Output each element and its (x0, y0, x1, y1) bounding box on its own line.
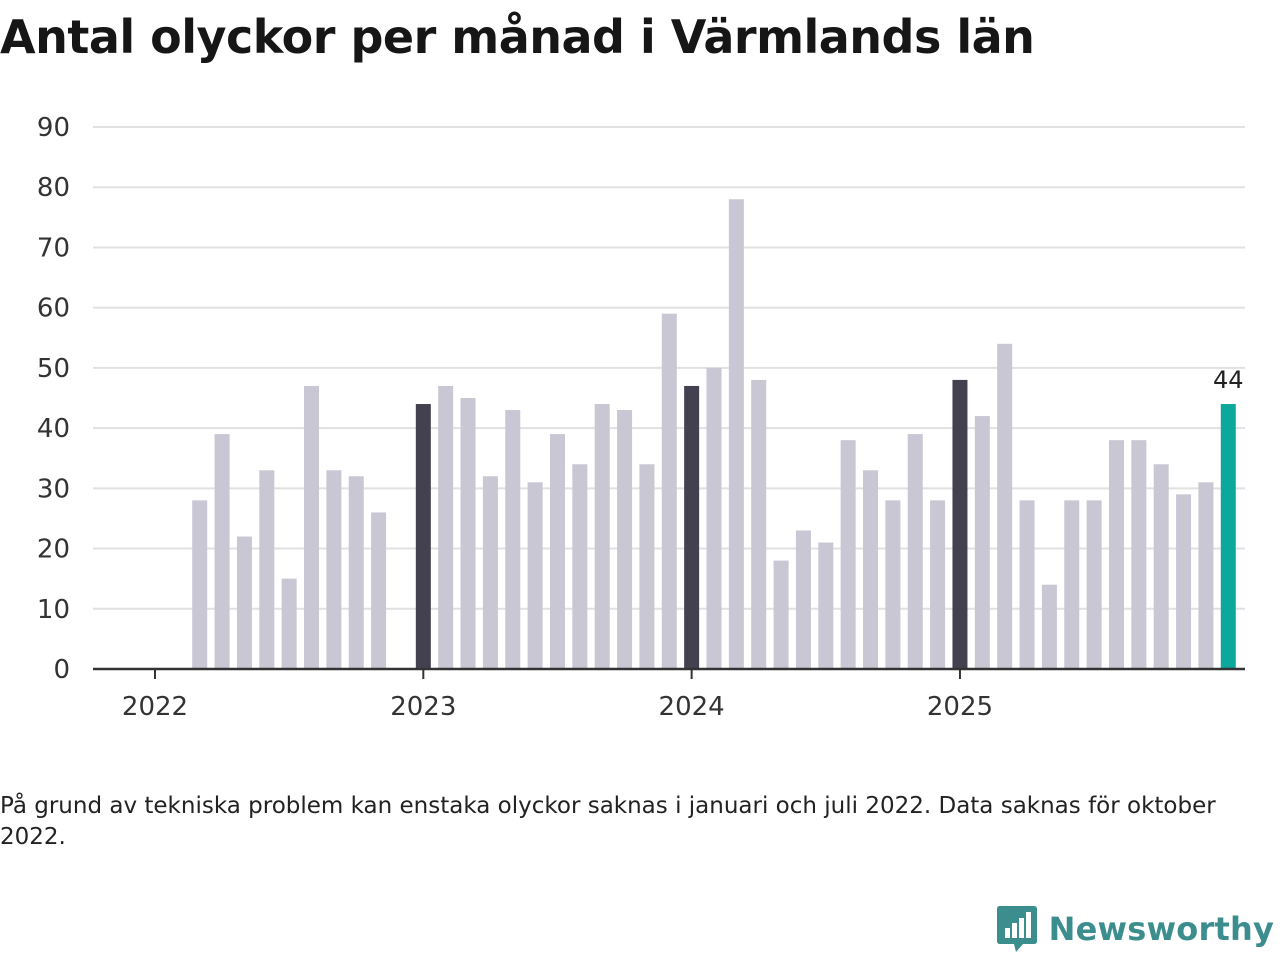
bar (751, 379, 767, 669)
bar (549, 434, 565, 669)
bar (527, 482, 543, 669)
bar (885, 500, 901, 669)
bar (460, 398, 476, 669)
bar (907, 434, 923, 669)
bar (1041, 584, 1057, 669)
bar (1198, 482, 1214, 669)
bar (639, 464, 655, 669)
bar (930, 500, 946, 669)
bar (192, 500, 208, 669)
bar (818, 542, 834, 669)
y-tick-label: 0 (53, 655, 70, 685)
bar (281, 578, 297, 669)
y-tick-label: 60 (37, 294, 70, 324)
bar (348, 476, 364, 669)
y-tick-label: 20 (37, 535, 70, 565)
x-tick-label: 2024 (659, 692, 725, 722)
data-labels: 44 (1213, 366, 1244, 394)
bar (1064, 500, 1080, 669)
bar (214, 434, 230, 669)
bar (840, 440, 856, 669)
bar (706, 367, 722, 669)
bar-chart: 0 10 20 30 40 50 60 70 80 90 2022 2023 2024 2025 44 (37, 113, 1245, 722)
bars (192, 199, 1236, 669)
bar (1108, 440, 1124, 669)
x-tick-label: 2025 (927, 692, 993, 722)
x-axis-ticks: 2022 2023 2024 2025 (122, 669, 993, 722)
y-tick-label: 10 (37, 595, 70, 625)
footnote: På grund av tekniska problem kan enstaka… (0, 793, 1216, 850)
bar (505, 410, 521, 669)
brand-logo[interactable]: Newsworthy (996, 906, 1274, 952)
y-axis-ticks: 0 10 20 30 40 50 60 70 80 90 (37, 113, 70, 685)
bar (482, 476, 498, 669)
brand-name: Newsworthy (1048, 910, 1274, 948)
y-tick-label: 70 (37, 233, 70, 263)
bar (415, 404, 431, 669)
bar (684, 385, 700, 669)
bar (974, 416, 990, 669)
bar (1153, 464, 1169, 669)
y-tick-label: 90 (37, 113, 70, 143)
bar (371, 512, 387, 669)
bar (617, 410, 633, 669)
bar (997, 343, 1013, 669)
bar (1086, 500, 1102, 669)
bar (259, 470, 275, 669)
bar (795, 530, 811, 669)
bar (1220, 404, 1236, 669)
x-tick-label: 2023 (390, 692, 456, 722)
bar (326, 470, 342, 669)
bar (1176, 494, 1192, 669)
bar (438, 385, 454, 669)
y-tick-label: 50 (37, 354, 70, 384)
bar (572, 464, 588, 669)
bar (594, 404, 610, 669)
bar (304, 385, 320, 669)
bar (952, 379, 968, 669)
chart-title: Antal olyckor per månad i Värmlands län (0, 10, 1035, 64)
bar (1131, 440, 1147, 669)
bar (1019, 500, 1035, 669)
y-tick-label: 80 (37, 173, 70, 203)
x-tick-label: 2022 (122, 692, 188, 722)
bar (773, 560, 789, 669)
bar (728, 199, 744, 669)
bar (863, 470, 879, 669)
y-tick-label: 30 (37, 474, 70, 504)
data-label: 44 (1213, 366, 1244, 394)
bar (661, 313, 677, 669)
bar-chart-bubble-icon (996, 906, 1037, 952)
bar (236, 536, 252, 669)
y-tick-label: 40 (37, 414, 70, 444)
